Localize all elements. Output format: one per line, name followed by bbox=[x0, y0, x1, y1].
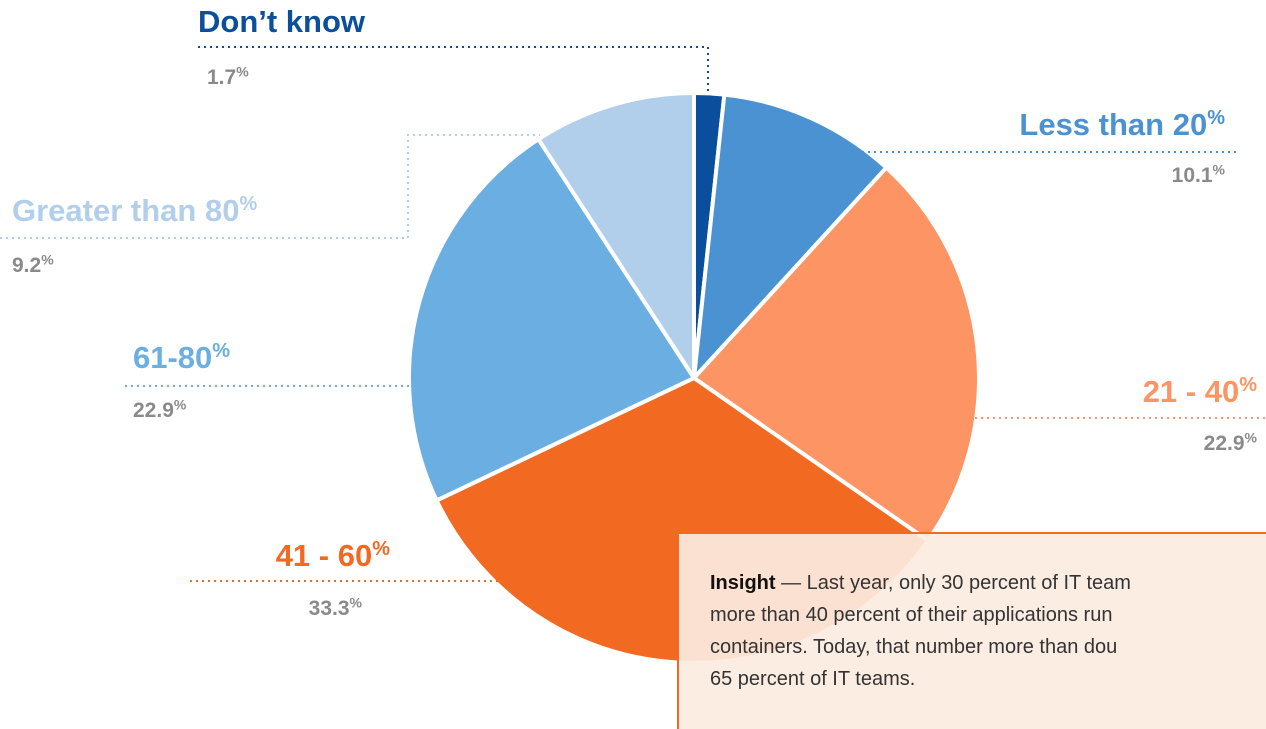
category-label: Don’t know bbox=[198, 4, 366, 39]
insight-text: — Last year, only 30 percent of IT team bbox=[781, 572, 1131, 594]
value-label: 22.9% bbox=[1204, 429, 1258, 455]
insight-box bbox=[678, 533, 1266, 729]
category-label: Greater than 80% bbox=[12, 193, 257, 228]
insight-line: 65 percent of IT teams. bbox=[710, 668, 915, 690]
value-label: 1.7% bbox=[207, 63, 249, 89]
value-label: 9.2% bbox=[12, 251, 54, 277]
value-label: 10.1% bbox=[1172, 161, 1226, 187]
value-label: 22.9% bbox=[133, 396, 187, 422]
insight-line: Insight — Last year, only 30 percent of … bbox=[710, 572, 1131, 594]
labels: Don’t know 1.7% Less than 20% 10.1% 21 - 40%… bbox=[0, 4, 1266, 620]
value-label: 33.3% bbox=[309, 594, 363, 620]
pie-slice bbox=[536, 91, 696, 380]
insight-line: containers. Today, that number more than… bbox=[710, 636, 1117, 658]
insight-line: more than 40 percent of their applicatio… bbox=[710, 604, 1112, 626]
leader-line bbox=[198, 46, 709, 95]
category-label: 21 - 40% bbox=[1143, 374, 1258, 409]
leader-line bbox=[0, 134, 540, 239]
category-label: Less than 20% bbox=[1019, 107, 1225, 142]
pie-slice bbox=[692, 92, 889, 380]
insight-label: Insight bbox=[710, 572, 776, 594]
pie-slice bbox=[692, 165, 981, 543]
category-label: 61-80% bbox=[133, 340, 230, 375]
pie-slice bbox=[407, 137, 696, 503]
category-label: 41 - 60% bbox=[276, 538, 391, 573]
